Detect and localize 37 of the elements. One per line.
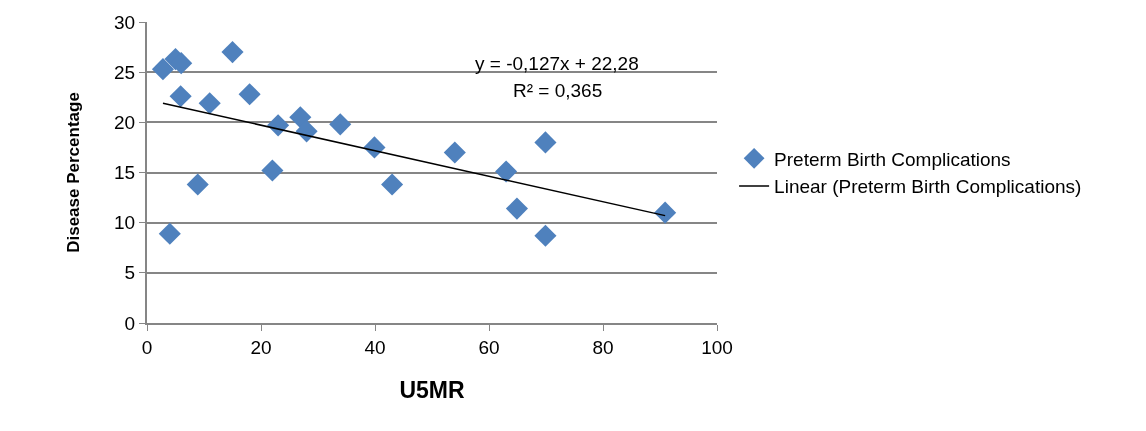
point [198, 92, 221, 115]
x-tick-label: 100 [701, 336, 733, 358]
y-tick-label: 5 [124, 262, 136, 284]
point [295, 120, 318, 143]
point [261, 159, 284, 182]
x-tick-label: 40 [364, 336, 386, 358]
point [534, 131, 557, 154]
point [443, 141, 466, 164]
y-tick-label: 25 [114, 61, 136, 83]
y-tick-label: 20 [114, 111, 136, 133]
x-tick-label: 0 [141, 336, 153, 358]
y-tick-label: 10 [114, 212, 136, 234]
point [151, 58, 175, 81]
point [169, 85, 192, 108]
point [289, 106, 312, 129]
x-tick-label: 60 [478, 336, 500, 358]
x-tick-label: 20 [250, 336, 272, 358]
annotation: y = -0,127x + 22,28 [475, 53, 639, 74]
point [238, 83, 261, 106]
x-axis-title: U5MR [399, 376, 465, 403]
y-tick-label: 0 [124, 312, 136, 334]
point [221, 41, 244, 64]
y-tick-label: 30 [114, 11, 136, 33]
point [381, 173, 404, 196]
legend-label: Preterm Birth Complications [774, 148, 1011, 170]
legend-label: Linear (Preterm Birth Complications) [774, 176, 1082, 198]
annotation: R² = 0,365 [513, 80, 603, 101]
point [158, 222, 181, 245]
point [186, 173, 209, 196]
point [505, 197, 528, 220]
point [534, 224, 557, 247]
point [495, 160, 518, 183]
y-tick-label: 15 [114, 162, 136, 184]
point [654, 201, 677, 224]
x-tick-label: 80 [592, 336, 614, 358]
y-axis-title: Disease Percentage [64, 92, 84, 253]
point [329, 113, 352, 136]
